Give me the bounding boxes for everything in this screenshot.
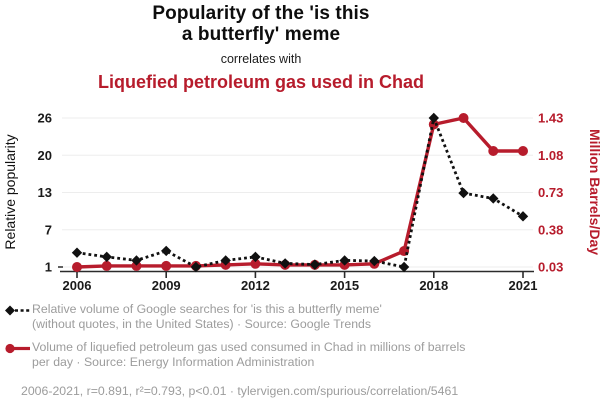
chart-subtitle: Liquefied petroleum gas used in Chad — [97, 72, 425, 92]
y-axis-right-tick-label: 0.73 — [538, 185, 563, 200]
right-axis-title: Million Barrels/Day — [587, 129, 600, 255]
page-title-line2: a butterfly' meme — [181, 23, 341, 45]
series-butterfly-meme-searches-marker — [250, 251, 261, 263]
x-axis-tick-label: 2006 — [63, 278, 92, 293]
series-butterfly-meme-searches-marker — [101, 251, 112, 263]
correlates-with-label: correlates with — [220, 52, 302, 66]
series-butterfly-meme-searches-marker — [488, 193, 499, 204]
legend-line: (without quotes, in the United States) ·… — [32, 317, 372, 332]
series-chad-lpg-line — [76, 116, 523, 269]
series-chad-lpg-marker — [488, 145, 499, 156]
y-axis-left-tick-label: 26 — [38, 111, 52, 126]
series-butterfly-meme-searches-marker — [458, 187, 469, 199]
x-axis-tick-label: 2012 — [241, 278, 270, 293]
series-butterfly-meme-searches-marker — [517, 211, 529, 222]
page-title-line1: Popularity of the 'is this — [152, 3, 370, 24]
legend-item-google-trends: Relative volume of Google searches for '… — [4, 302, 594, 333]
y-axis-left-tick-label: 1 — [45, 260, 52, 275]
series-chad-lpg-marker — [101, 260, 112, 271]
series-butterfly-meme-searches-marker — [398, 261, 410, 273]
series-chad-lpg-marker — [428, 119, 439, 130]
series-butterfly-meme-searches-marker — [309, 259, 321, 270]
series-butterfly-meme-searches-marker — [369, 255, 380, 267]
chart-header: Popularity of the 'is this a butterfly' … — [0, 3, 522, 92]
y-axis-right-tick-label: 1.43 — [538, 111, 563, 126]
legend-line: Relative volume of Google searches for '… — [32, 302, 382, 316]
series-butterfly-meme-searches-marker — [161, 245, 172, 257]
legend-item-google-trends-text: Relative volume of Google searches for '… — [32, 302, 382, 333]
y-axis-right-tick-label: 0.03 — [538, 260, 563, 275]
legend-line: Volume of liquefied petroleum gas used c… — [32, 339, 466, 354]
series-chad-lpg-marker — [250, 258, 261, 269]
y-axis-left-tick-label: 7 — [45, 222, 52, 237]
black-diamond-dashed-line-icon — [5, 305, 30, 316]
x-axis-tick-label: 2021 — [509, 278, 538, 293]
series-butterfly-meme-searches-marker — [131, 255, 142, 266]
red-circle-solid-line-icon — [5, 343, 30, 353]
y-axis-right-tick-label: 0.38 — [538, 222, 563, 237]
series-chad-lpg-marker — [161, 260, 172, 271]
x-axis-tick-label: 2018 — [419, 278, 448, 293]
series-chad-lpg-marker — [458, 113, 469, 123]
series-chad-lpg-marker — [131, 260, 142, 271]
series-chad-lpg-marker — [72, 262, 82, 272]
y-axis-right-tick-label: 1.08 — [538, 148, 563, 163]
series-butterfly-meme-searches-marker — [71, 247, 83, 258]
series-butterfly-meme-searches-marker — [220, 255, 231, 266]
series-butterfly-meme-searches-marker — [190, 261, 202, 273]
series-butterfly-meme-searches-marker — [279, 258, 291, 269]
y-axis-left-tick-label: 20 — [38, 148, 52, 163]
series-butterfly-meme-searches-marker — [339, 255, 350, 266]
legend-item-chad-lpg-text: Volume of liquefied petroleum gas used c… — [32, 340, 465, 371]
legend-line: per day · Source: Energy Information Adm… — [32, 355, 315, 370]
series-butterfly-meme-searches-line — [76, 113, 524, 269]
x-axis-tick-label: 2015 — [330, 278, 359, 293]
series-butterfly-meme-searches-marker — [428, 112, 439, 124]
x-axis-tick-label: 2009 — [152, 278, 181, 293]
legend-item-chad-lpg: Volume of liquefied petroleum gas used c… — [4, 340, 594, 371]
legend: Relative volume of Google searches for '… — [4, 302, 594, 378]
y-axis-left-tick-label: 13 — [38, 185, 52, 200]
series-chad-lpg-marker — [518, 145, 528, 156]
stats-footer: 2006-2021, r=0.891, r²=0.793, p<0.01 · t… — [21, 384, 459, 398]
left-axis-title: Relative popularity — [2, 134, 18, 249]
